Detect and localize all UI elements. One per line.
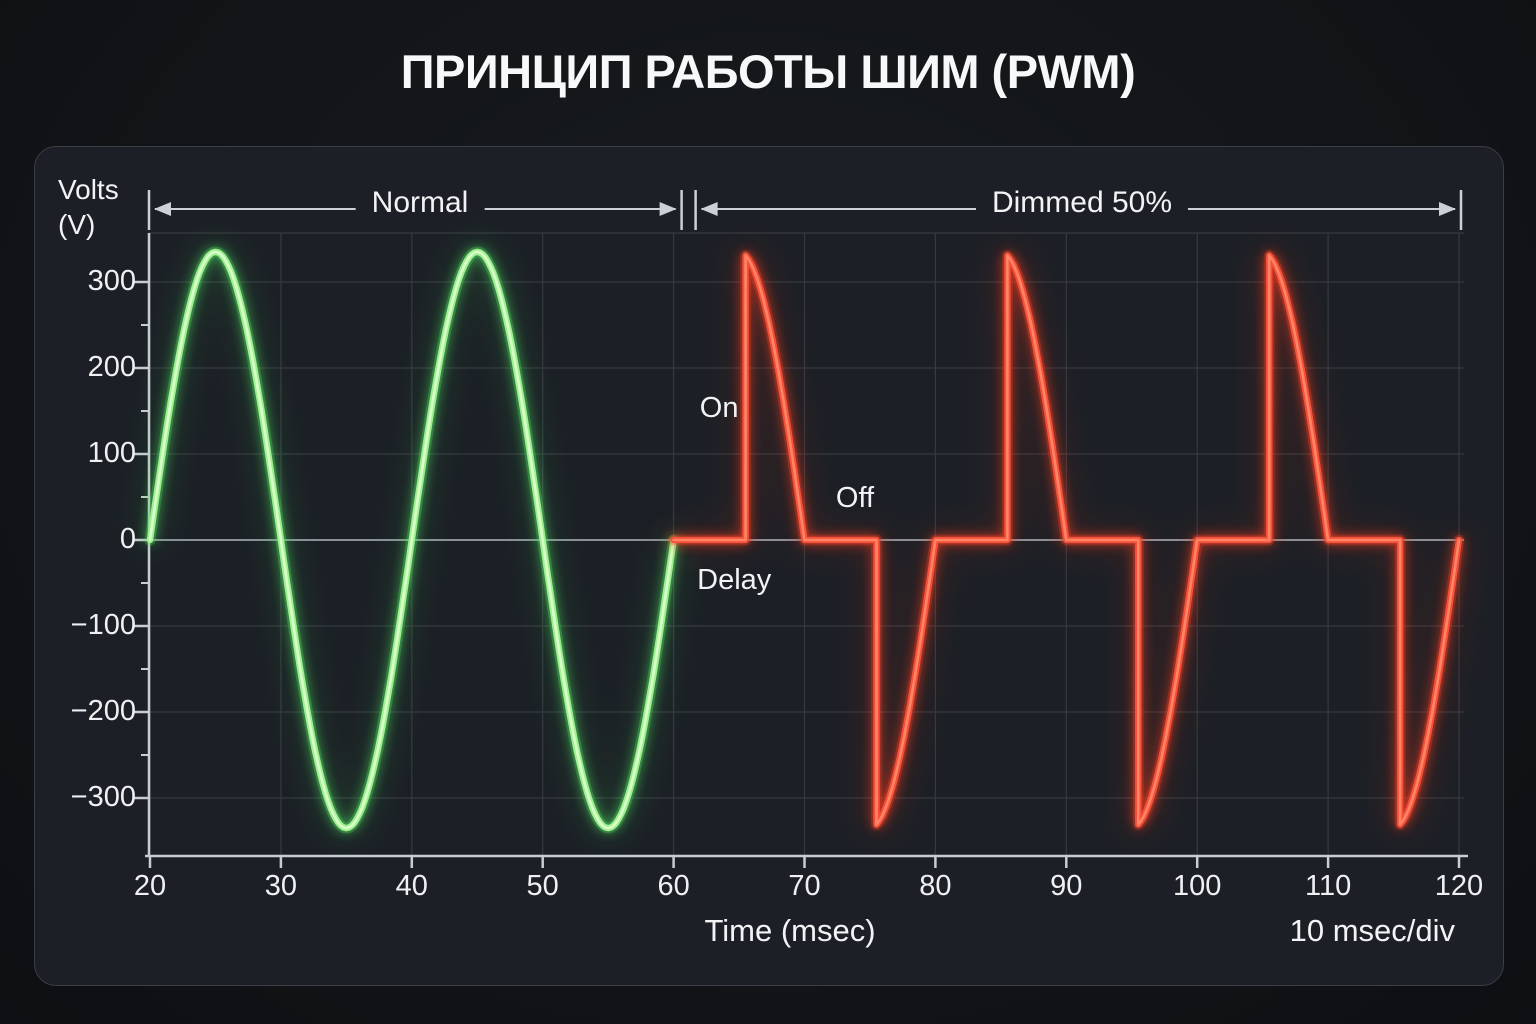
- y-axis-title-line2: (V): [58, 209, 96, 240]
- x-tick-label: 50: [526, 870, 559, 902]
- x-tick-label: 40: [395, 870, 428, 902]
- y-axis-title-line1: Volts: [58, 174, 119, 205]
- x-axis-title: Time (msec): [704, 913, 876, 948]
- x-tick-label: 20: [133, 870, 167, 902]
- y-tick-label: 0: [119, 523, 136, 555]
- x-tick-label: 60: [657, 870, 690, 902]
- annotation-delay: Delay: [697, 564, 772, 597]
- y-tick-label: 300: [87, 265, 136, 297]
- x-tick-label: 90: [1050, 870, 1083, 902]
- x-tick-label: 30: [264, 870, 298, 902]
- region-label-dimmed: Dimmed 50%: [975, 186, 1189, 220]
- y-tick-label: −200: [70, 695, 136, 727]
- x-tick-label: 80: [919, 870, 952, 902]
- region-label-normal: Normal: [355, 186, 485, 220]
- y-tick-label: −300: [70, 781, 136, 813]
- y-tick-label: 200: [87, 351, 136, 383]
- page-title: ПРИНЦИП РАБОТЫ ШИМ (PWM): [400, 45, 1136, 98]
- y-tick-label: 100: [87, 437, 136, 469]
- annotation-off: Off: [835, 481, 875, 514]
- x-tick-label: 100: [1172, 870, 1222, 902]
- annotation-on: On: [699, 392, 739, 425]
- y-axis-title: Volts (V): [58, 172, 119, 242]
- scale-per-division-note: 10 msec/div: [1289, 913, 1455, 948]
- x-tick-label: 120: [1434, 870, 1484, 902]
- x-tick-label: 110: [1304, 870, 1352, 902]
- y-tick-label: −100: [70, 609, 136, 641]
- x-tick-label: 70: [788, 870, 821, 902]
